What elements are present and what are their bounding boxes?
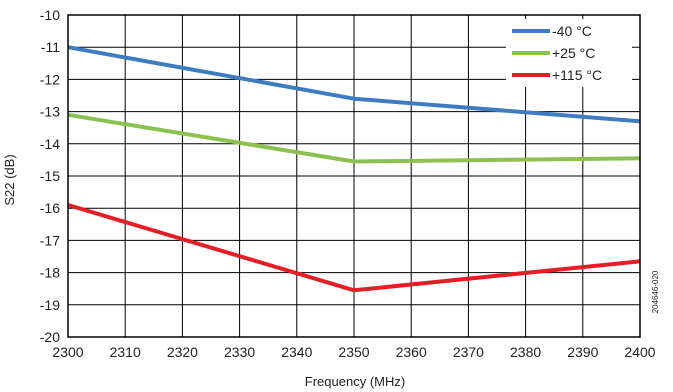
x-tick-label: 2390 — [567, 344, 598, 360]
y-tick-label: -19 — [40, 297, 60, 313]
y-tick-label: -10 — [40, 7, 60, 23]
y-tick-label: -12 — [40, 71, 60, 87]
y-tick-label: -13 — [40, 104, 60, 120]
series-line — [67, 203, 641, 293]
series-lines — [67, 45, 641, 293]
series-line — [67, 45, 641, 124]
y-tick-label: -11 — [41, 39, 60, 55]
legend-label: +115 °C — [552, 67, 602, 83]
x-tick-label: 2400 — [624, 344, 655, 360]
x-tick-label: 2300 — [52, 344, 83, 360]
x-tick-label: 2310 — [110, 344, 141, 360]
x-tick-label: 2380 — [510, 344, 541, 360]
x-tick-label: 2340 — [281, 344, 312, 360]
y-tick-label: -15 — [40, 168, 60, 184]
legend: -40 °C +25 °C +115 °C — [506, 19, 632, 87]
x-tick-label: 2330 — [224, 344, 255, 360]
plot-frame — [67, 14, 641, 338]
x-tick-label: 2360 — [396, 344, 427, 360]
series-line — [67, 112, 641, 164]
legend-label: -40 °C — [552, 23, 592, 39]
x-axis-title: Frequency (MHz) — [305, 374, 405, 389]
legend-label: +25 °C — [552, 45, 595, 61]
y-axis-title: S22 (dB) — [2, 154, 17, 205]
figure-code-annotation: 204646-020 — [651, 270, 660, 313]
y-tick-label: -16 — [40, 200, 60, 216]
y-tick-label: -20 — [40, 329, 60, 345]
y-tick-label: -18 — [40, 265, 60, 281]
y-tick-label: -14 — [40, 136, 60, 152]
y-tick-labels: -10 -11 -12 -13 -14 -15 -16 -17 -18 -19 -20 — [40, 7, 60, 345]
x-tick-label: 2370 — [453, 344, 484, 360]
y-tick-label: -17 — [40, 232, 60, 248]
x-tick-label: 2320 — [167, 344, 198, 360]
x-tick-label: 2350 — [338, 344, 369, 360]
x-tick-labels: 2300 2310 2320 2330 2340 2350 2360 2370 2380 2390… — [52, 344, 655, 360]
